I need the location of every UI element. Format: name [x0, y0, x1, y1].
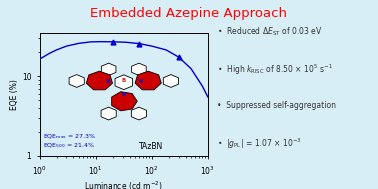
- Polygon shape: [112, 92, 137, 111]
- Y-axis label: EQE (%): EQE (%): [10, 79, 19, 110]
- Polygon shape: [101, 63, 116, 75]
- Polygon shape: [69, 75, 84, 87]
- Text: N: N: [105, 79, 110, 84]
- Text: Embedded Azepine Approach: Embedded Azepine Approach: [90, 7, 288, 20]
- Polygon shape: [135, 71, 161, 90]
- Text: EQE$_{500}$ = 21.4%: EQE$_{500}$ = 21.4%: [43, 141, 95, 150]
- Text: •  $|g_{\rm PL}|$ = 1.07 $\times$ 10$^{-3}$: • $|g_{\rm PL}|$ = 1.07 $\times$ 10$^{-3…: [217, 136, 302, 151]
- Text: •  Reduced $\Delta E_{\rm ST}$ of 0.03 eV: • Reduced $\Delta E_{\rm ST}$ of 0.03 eV: [217, 26, 323, 38]
- Text: N: N: [138, 79, 143, 84]
- Polygon shape: [132, 63, 146, 75]
- Text: TAzBN: TAzBN: [139, 142, 164, 151]
- Text: N: N: [122, 92, 126, 97]
- Polygon shape: [115, 75, 133, 90]
- Text: EQE$_{\rm max}$ = 27.3%: EQE$_{\rm max}$ = 27.3%: [43, 132, 96, 141]
- Polygon shape: [101, 107, 116, 120]
- Polygon shape: [132, 107, 147, 120]
- Text: B: B: [122, 77, 126, 83]
- Polygon shape: [163, 75, 178, 87]
- Text: •  High $k_{\rm RISC}$ of 8.50 $\times$ 10$^5$ s$^{-1}$: • High $k_{\rm RISC}$ of 8.50 $\times$ 1…: [217, 63, 333, 77]
- Text: •  Suppressed self-aggregation: • Suppressed self-aggregation: [217, 101, 336, 110]
- X-axis label: Luminance (cd m$^{-2}$): Luminance (cd m$^{-2}$): [84, 179, 163, 189]
- Polygon shape: [86, 71, 113, 90]
